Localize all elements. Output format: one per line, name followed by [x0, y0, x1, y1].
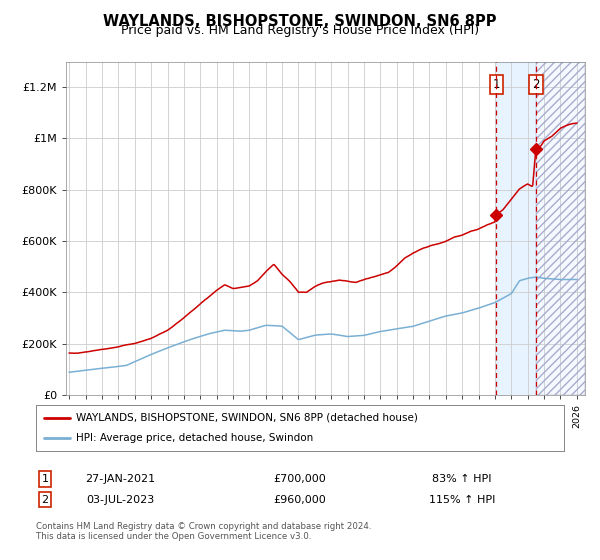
Text: 83% ↑ HPI: 83% ↑ HPI	[432, 474, 492, 484]
Text: Price paid vs. HM Land Registry's House Price Index (HPI): Price paid vs. HM Land Registry's House …	[121, 24, 479, 37]
Bar	[536, 62, 585, 395]
Text: 1: 1	[41, 474, 49, 484]
Text: 2: 2	[532, 78, 539, 91]
Text: WAYLANDS, BISHOPSTONE, SWINDON, SN6 8PP: WAYLANDS, BISHOPSTONE, SWINDON, SN6 8PP	[103, 14, 497, 29]
Text: £960,000: £960,000	[274, 494, 326, 505]
Text: 03-JUL-2023: 03-JUL-2023	[86, 494, 154, 505]
Text: 27-JAN-2021: 27-JAN-2021	[85, 474, 155, 484]
Text: 1: 1	[493, 78, 500, 91]
Text: 115% ↑ HPI: 115% ↑ HPI	[429, 494, 495, 505]
Text: WAYLANDS, BISHOPSTONE, SWINDON, SN6 8PP (detached house): WAYLANDS, BISHOPSTONE, SWINDON, SN6 8PP …	[76, 413, 418, 423]
Text: HPI: Average price, detached house, Swindon: HPI: Average price, detached house, Swin…	[76, 433, 313, 443]
Bar	[496, 62, 536, 395]
Text: 2: 2	[41, 494, 49, 505]
Text: £700,000: £700,000	[274, 474, 326, 484]
Text: Contains HM Land Registry data © Crown copyright and database right 2024.
This d: Contains HM Land Registry data © Crown c…	[36, 522, 371, 542]
Bar	[536, 62, 585, 395]
